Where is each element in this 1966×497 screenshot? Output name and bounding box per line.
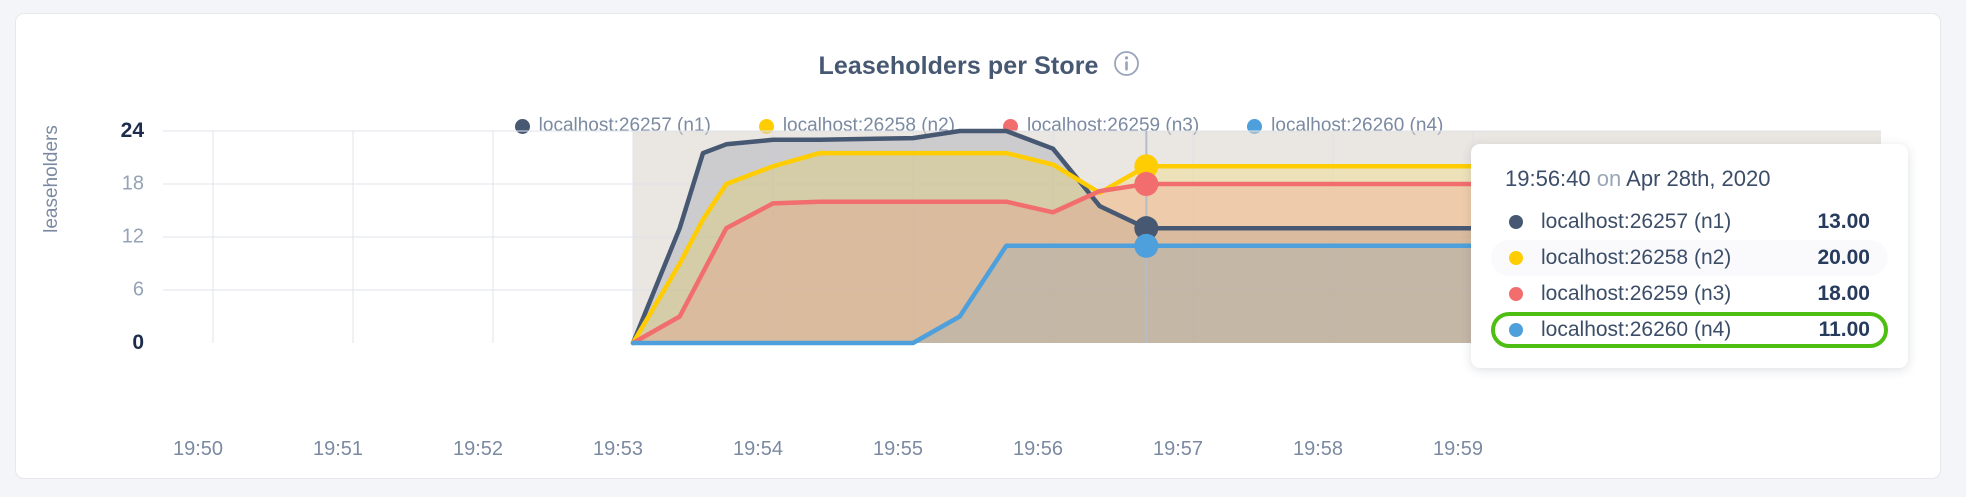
tooltip-series-label: localhost:26258 (n2) <box>1541 246 1732 269</box>
tooltip-row[interactable]: localhost:26257 (n1) 13.00 <box>1491 204 1888 240</box>
x-axis-tick: 19:51 <box>312 438 364 460</box>
tooltip-series-label: localhost:26259 (n3) <box>1541 282 1732 305</box>
tooltip-series-label: localhost:26260 (n4) <box>1541 318 1732 341</box>
x-axis-tick: 19:53 <box>592 438 644 460</box>
chart-card: Leaseholders per Store localhost:26257 (… <box>15 13 1941 479</box>
tooltip-date: Apr 28th, 2020 <box>1626 166 1771 191</box>
y-axis-tick: 24 <box>120 119 144 142</box>
legend-dot-icon <box>1247 118 1263 134</box>
y-axis-tick: 0 <box>132 331 144 354</box>
tooltip-timestamp: 19:56:40 on Apr 28th, 2020 <box>1471 166 1908 204</box>
x-axis-tick: 19:58 <box>1292 438 1344 460</box>
tooltip-row-highlighted[interactable]: localhost:26260 (n4) 11.00 <box>1491 312 1888 348</box>
series-dot-icon <box>1509 251 1523 265</box>
y-axis: leaseholders 0 6 12 18 24 <box>16 14 163 360</box>
page-title: Leaseholders per Store <box>818 51 1099 80</box>
tooltip-row[interactable]: localhost:26258 (n2) 20.00 <box>1491 240 1888 276</box>
y-axis-tick: 12 <box>121 225 144 248</box>
info-circle-icon[interactable] <box>1113 50 1140 82</box>
x-axis-tick: 19:59 <box>1432 438 1484 460</box>
tooltip-row[interactable]: localhost:26259 (n3) 18.00 <box>1491 276 1888 312</box>
tooltip-series-value: 11.00 <box>1818 318 1870 341</box>
tooltip-series-value: 18.00 <box>1817 282 1870 305</box>
legend-dot-icon <box>514 118 530 134</box>
y-axis-title: leaseholders <box>41 125 62 233</box>
tooltip-time: 19:56:40 <box>1505 166 1591 191</box>
series-dot-icon <box>1509 287 1523 301</box>
x-axis: 19:50 19:51 19:52 19:53 19:54 19:55 19:56 19:57… <box>16 438 1942 468</box>
tooltip-series-value: 20.00 <box>1817 246 1870 269</box>
hover-tooltip: 19:56:40 on Apr 28th, 2020 localhost:262… <box>1471 144 1908 368</box>
x-axis-tick: 19:52 <box>452 438 504 460</box>
tooltip-on-word: on <box>1596 166 1622 191</box>
x-axis-tick: 19:56 <box>1012 438 1064 460</box>
x-axis-tick: 19:50 <box>172 438 224 460</box>
y-axis-tick: 18 <box>121 172 144 195</box>
series-dot-icon <box>1509 323 1523 337</box>
x-axis-tick: 19:54 <box>732 438 784 460</box>
x-axis-tick: 19:57 <box>1152 438 1204 460</box>
y-axis-tick: 6 <box>132 278 144 301</box>
tooltip-series-label: localhost:26257 (n1) <box>1541 210 1732 233</box>
chart-header: Leaseholders per Store <box>16 50 1942 82</box>
x-axis-tick: 19:55 <box>872 438 924 460</box>
series-dot-icon <box>1509 215 1523 229</box>
tooltip-series-value: 13.00 <box>1817 210 1870 233</box>
legend-dot-icon <box>758 118 774 134</box>
tooltip-rows: localhost:26257 (n1) 13.00 localhost:26258… <box>1471 204 1908 348</box>
